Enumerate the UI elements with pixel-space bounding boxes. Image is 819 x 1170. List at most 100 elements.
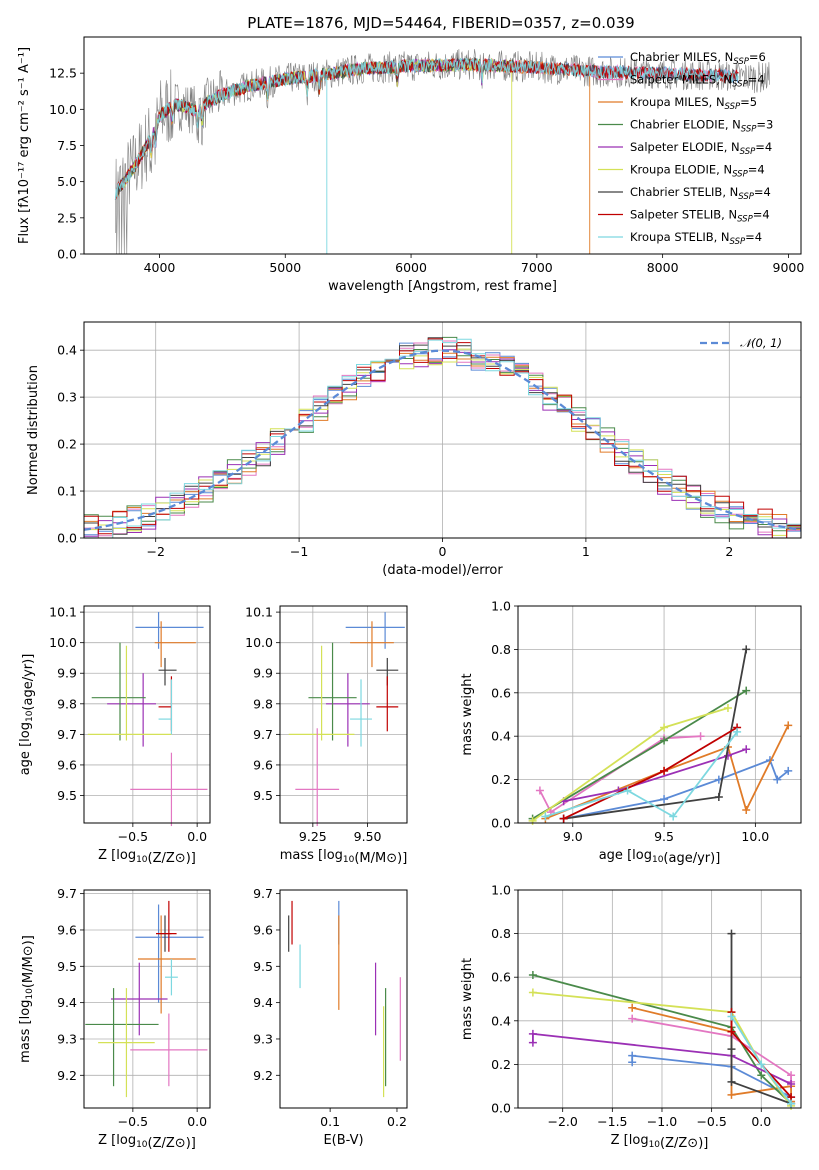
y-axis-label-part: ] xyxy=(17,47,32,52)
mass-weight-marker xyxy=(528,988,537,997)
legend-label: Kroupa MILES, NSSP=5 xyxy=(630,95,757,112)
errorbar-point xyxy=(350,679,372,747)
y-axis-label: mass weight xyxy=(460,673,475,755)
y-axis-label: Flux [fλ10⁻¹⁷ erg cm⁻² s⁻¹ A⁻¹] xyxy=(17,47,32,244)
legend-label-name: Kroupa ELODIE, N xyxy=(630,163,732,177)
y-tick-label: 2.5 xyxy=(57,210,77,225)
x-axis-label-part: )] xyxy=(186,1136,196,1151)
errorbar-point xyxy=(135,904,204,1003)
mass-weight-marker xyxy=(727,1045,736,1054)
x-tick-label: −2 xyxy=(146,544,164,559)
x-axis-label-subscript: 10 xyxy=(652,855,664,865)
mass-weight-line xyxy=(563,726,738,820)
legend-label-count: =4 xyxy=(753,208,770,222)
mass-weight-line xyxy=(563,758,789,820)
mass-weight-marker xyxy=(660,736,669,745)
errorbar-point xyxy=(91,642,146,741)
errorbar-point xyxy=(156,900,177,952)
y-axis-label-subscript: 10 xyxy=(25,988,35,1000)
mass-weight-line xyxy=(539,735,701,814)
y-tick-label: 9.7 xyxy=(253,727,273,742)
y-axis-label-part: ⁻¹ xyxy=(17,77,32,89)
x-axis-label: age [log10(age/yr)] xyxy=(599,848,721,866)
y-tick-label: 0.0 xyxy=(491,1101,511,1116)
errorbar-point xyxy=(87,645,172,741)
errorbar-point xyxy=(138,915,196,1014)
legend-label-subscript: SSP xyxy=(732,170,748,180)
mass-vs-extinction-panel: 0.1 0.2 9.2 9.3 9.4 9.5 9.6 9.7 E(B-V) xyxy=(253,886,408,1148)
x-tick-label: 1 xyxy=(582,544,590,559)
y-tick-label: 5.0 xyxy=(57,174,77,189)
y-tick-label: 0.0 xyxy=(57,247,77,262)
errorbar-point xyxy=(107,673,156,747)
x-tick-label: 4000 xyxy=(144,260,176,275)
legend-label-name: Chabrier ELODIE, N xyxy=(630,118,741,132)
y-tick-label: 0.0 xyxy=(57,531,77,546)
x-axis-label-part: Z [ xyxy=(98,1133,116,1148)
x-tick-label: 2 xyxy=(725,544,733,559)
mass-weight-marker xyxy=(742,805,751,814)
x-axis-label: Z [log10(Z/Z⊙)] xyxy=(98,1133,196,1151)
y-tick-label: 10.1 xyxy=(49,605,77,620)
x-axis-label-subscript: 10 xyxy=(649,1140,661,1150)
y-tick-label: 0.4 xyxy=(57,343,77,358)
mass-weight-line xyxy=(545,731,738,818)
x-axis-label: wavelength [Angstrom, rest frame] xyxy=(328,279,557,294)
mass-weight-line xyxy=(532,974,792,1105)
x-axis-label-part: Z [ xyxy=(98,848,116,863)
mass-weight-marker xyxy=(628,1003,637,1012)
mass-weight-marker xyxy=(660,766,669,775)
x-tick-label: 10.0 xyxy=(741,829,769,844)
legend-label-count: =3 xyxy=(756,118,773,132)
mass-weight-marker xyxy=(660,723,669,732)
y-tick-label: 0.2 xyxy=(57,437,77,452)
y-tick-label: 9.6 xyxy=(57,922,77,937)
y-tick-label: 0.8 xyxy=(491,926,511,941)
mass-weight-line xyxy=(563,748,747,803)
model-spectrum-line xyxy=(114,57,739,254)
x-axis-label-part: log xyxy=(629,1133,649,1148)
y-tick-label: 9.4 xyxy=(57,995,77,1010)
mass-weight-marker xyxy=(559,814,568,823)
errorbar-point xyxy=(345,612,405,649)
y-axis-label-part: mass [ xyxy=(18,1019,33,1062)
errorbar-point xyxy=(350,621,394,668)
x-tick-label: 0.0 xyxy=(187,1114,207,1129)
y-axis-label-part: Normed distribution xyxy=(26,365,41,495)
legend-label-name: Salpeter MILES, N xyxy=(630,73,732,87)
axes-frame xyxy=(517,889,802,1109)
x-tick-label: 0.1 xyxy=(320,1114,340,1129)
y-axis-label: Normed distribution xyxy=(26,365,41,495)
x-tick-label: 0 xyxy=(439,544,447,559)
y-tick-label: 9.7 xyxy=(57,727,77,742)
x-axis-label-part: age [ xyxy=(599,848,632,863)
y-tick-label: 10.1 xyxy=(245,605,273,620)
y-axis-label-subscript: 10 xyxy=(25,710,35,722)
mass-weight-marker xyxy=(727,1077,736,1086)
y-tick-label: 0.6 xyxy=(491,970,511,985)
y-tick-label: 0.4 xyxy=(491,729,511,744)
mass-weight-marker xyxy=(787,1080,796,1089)
errorbar-point xyxy=(158,657,177,686)
x-axis-label-part: )] xyxy=(186,851,196,866)
x-axis-label-part: ⊙ xyxy=(386,851,397,866)
y-axis-label-part: s xyxy=(17,89,32,100)
legend-label-subscript: SSP xyxy=(732,80,748,90)
legend-label-subscript: SSP xyxy=(725,102,741,112)
x-tick-label: 5000 xyxy=(269,260,301,275)
y-tick-label: 0.2 xyxy=(491,1057,511,1072)
x-axis-label-part: (Z/Z xyxy=(660,1136,687,1151)
figure-title: PLATE=1876, MJD=54464, FIBERID=0357, z=0… xyxy=(247,14,634,32)
mass-weight-marker xyxy=(727,1012,736,1021)
mass-weight-marker xyxy=(714,792,723,801)
mass-weight-marker xyxy=(733,727,742,736)
mass-weight-marker xyxy=(757,1060,766,1069)
y-axis-label-part: ⁻² xyxy=(17,100,32,112)
y-axis-label-part: age [ xyxy=(18,742,33,775)
mass-weight-marker xyxy=(528,971,537,980)
x-axis-label-subscript: 10 xyxy=(136,855,148,865)
x-tick-label: 7000 xyxy=(521,260,553,275)
y-tick-label: 0.3 xyxy=(57,390,77,405)
mass-weight-marker xyxy=(757,1071,766,1080)
legend-label-count: =4 xyxy=(754,185,771,199)
